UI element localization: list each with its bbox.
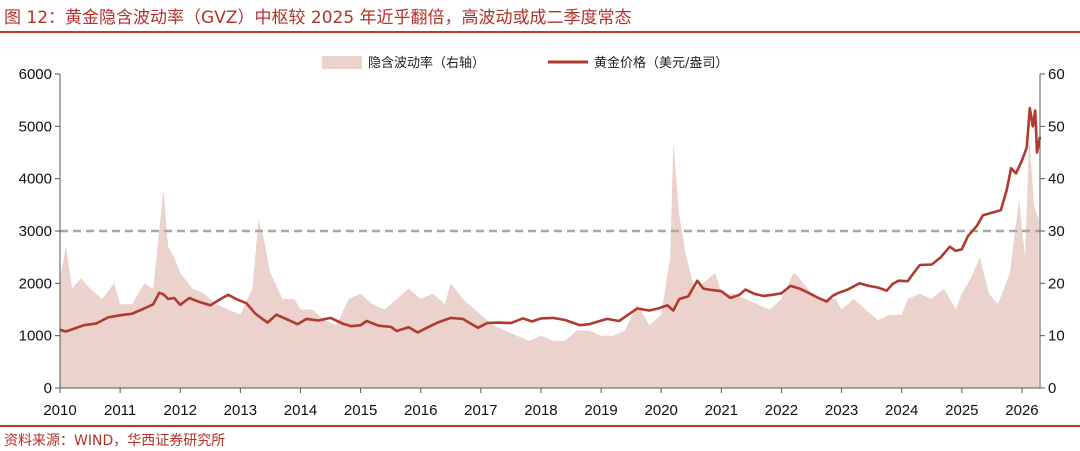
y-left-tick-label: 6000 [19,66,52,83]
x-tick-label: 2023 [825,402,858,419]
x-tick-label: 2026 [1005,402,1038,419]
y-right-tick-label: 60 [1048,66,1065,83]
chart-title: 图 12：黄金隐含波动率（GVZ）中枢较 2025 年近乎翻倍，高波动或成二季度… [4,8,632,28]
y-left-tick-label: 0 [44,380,52,397]
y-right-tick-label: 30 [1048,223,1065,240]
y-left-tick-label: 2000 [19,275,52,292]
y-right-tick-label: 0 [1048,380,1056,397]
top-rule [0,31,1080,33]
x-tick-label: 2025 [945,402,978,419]
bottom-rule [0,425,1080,427]
x-tick-label: 2011 [104,402,136,419]
y-right-tick-label: 50 [1048,118,1065,135]
y-left-tick-label: 5000 [19,118,52,135]
legend: 隐含波动率（右轴） 黄金价格（美元/盎司） [322,55,728,71]
x-tick-label: 2014 [284,402,317,419]
x-tick-label: 2019 [584,402,617,419]
legend-swatch-volatility [322,56,362,69]
y-left-tick-label: 1000 [19,328,52,345]
volatility-area [60,136,1039,388]
y-left-tick-label: 3000 [19,223,52,240]
y-right-tick-label: 20 [1048,275,1065,292]
y-left-tick-label: 4000 [19,171,52,188]
x-tick-label: 2015 [344,402,377,419]
gold-price-volatility-chart: 隐含波动率（右轴） 黄金价格（美元/盎司） 0 1000 2000 3000 4000 5… [19,55,1065,419]
x-tick-label: 2013 [224,402,257,419]
x-tick-label: 2022 [765,402,798,419]
x-tick-label: 2018 [524,402,557,419]
legend-label-gold-price: 黄金价格（美元/盎司） [594,55,728,71]
x-tick-label: 2021 [705,402,738,419]
x-tick-label: 2010 [43,402,76,419]
x-tick-label: 2012 [164,402,197,419]
source-note: 资料来源：WIND，华西证券研究所 [4,433,226,449]
gold-price-line [59,106,1042,334]
y-right-tick-label: 10 [1048,328,1065,345]
y-right-tick-label: 40 [1048,171,1065,188]
x-tick-label: 2020 [645,402,678,419]
x-tick-label: 2017 [464,402,497,419]
x-tick-label: 2016 [404,402,437,419]
legend-label-volatility: 隐含波动率（右轴） [368,55,485,71]
x-tick-label: 2024 [885,402,918,419]
